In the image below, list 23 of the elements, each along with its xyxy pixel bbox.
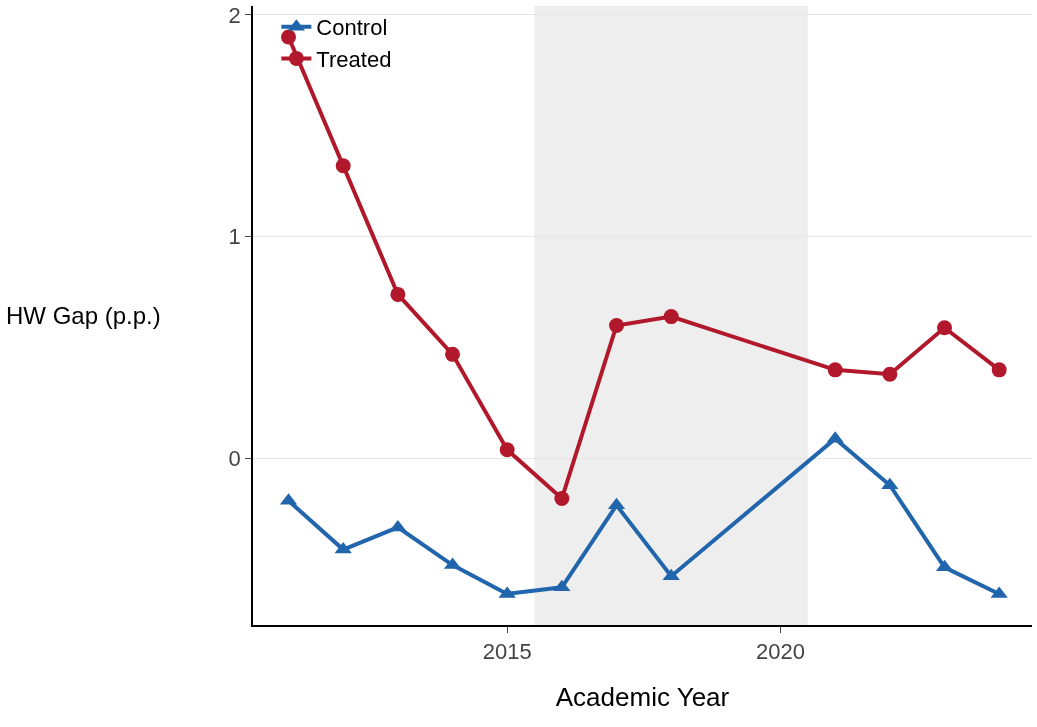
legend-label: Treated <box>316 46 392 72</box>
point <box>281 29 297 45</box>
x-tick-label: 2020 <box>756 639 806 665</box>
point <box>991 362 1007 378</box>
y-tick-label: 0 <box>228 446 241 472</box>
point <box>827 362 843 378</box>
point <box>663 309 679 325</box>
point <box>553 579 571 592</box>
x-tick-label: 2015 <box>482 639 532 665</box>
point <box>609 317 625 333</box>
point <box>882 366 898 382</box>
y-tick-label: 2 <box>228 2 241 28</box>
point <box>554 491 570 507</box>
point <box>389 519 407 532</box>
y-tick-label: 1 <box>228 224 241 250</box>
point <box>499 442 515 458</box>
x-axis-title: Academic Year <box>555 682 730 713</box>
point <box>335 158 351 174</box>
point <box>445 346 461 362</box>
legend-label: Control <box>316 15 388 41</box>
point <box>937 320 953 336</box>
point <box>390 286 406 302</box>
y-axis-title: HW Gap (p.p.) <box>6 302 161 329</box>
